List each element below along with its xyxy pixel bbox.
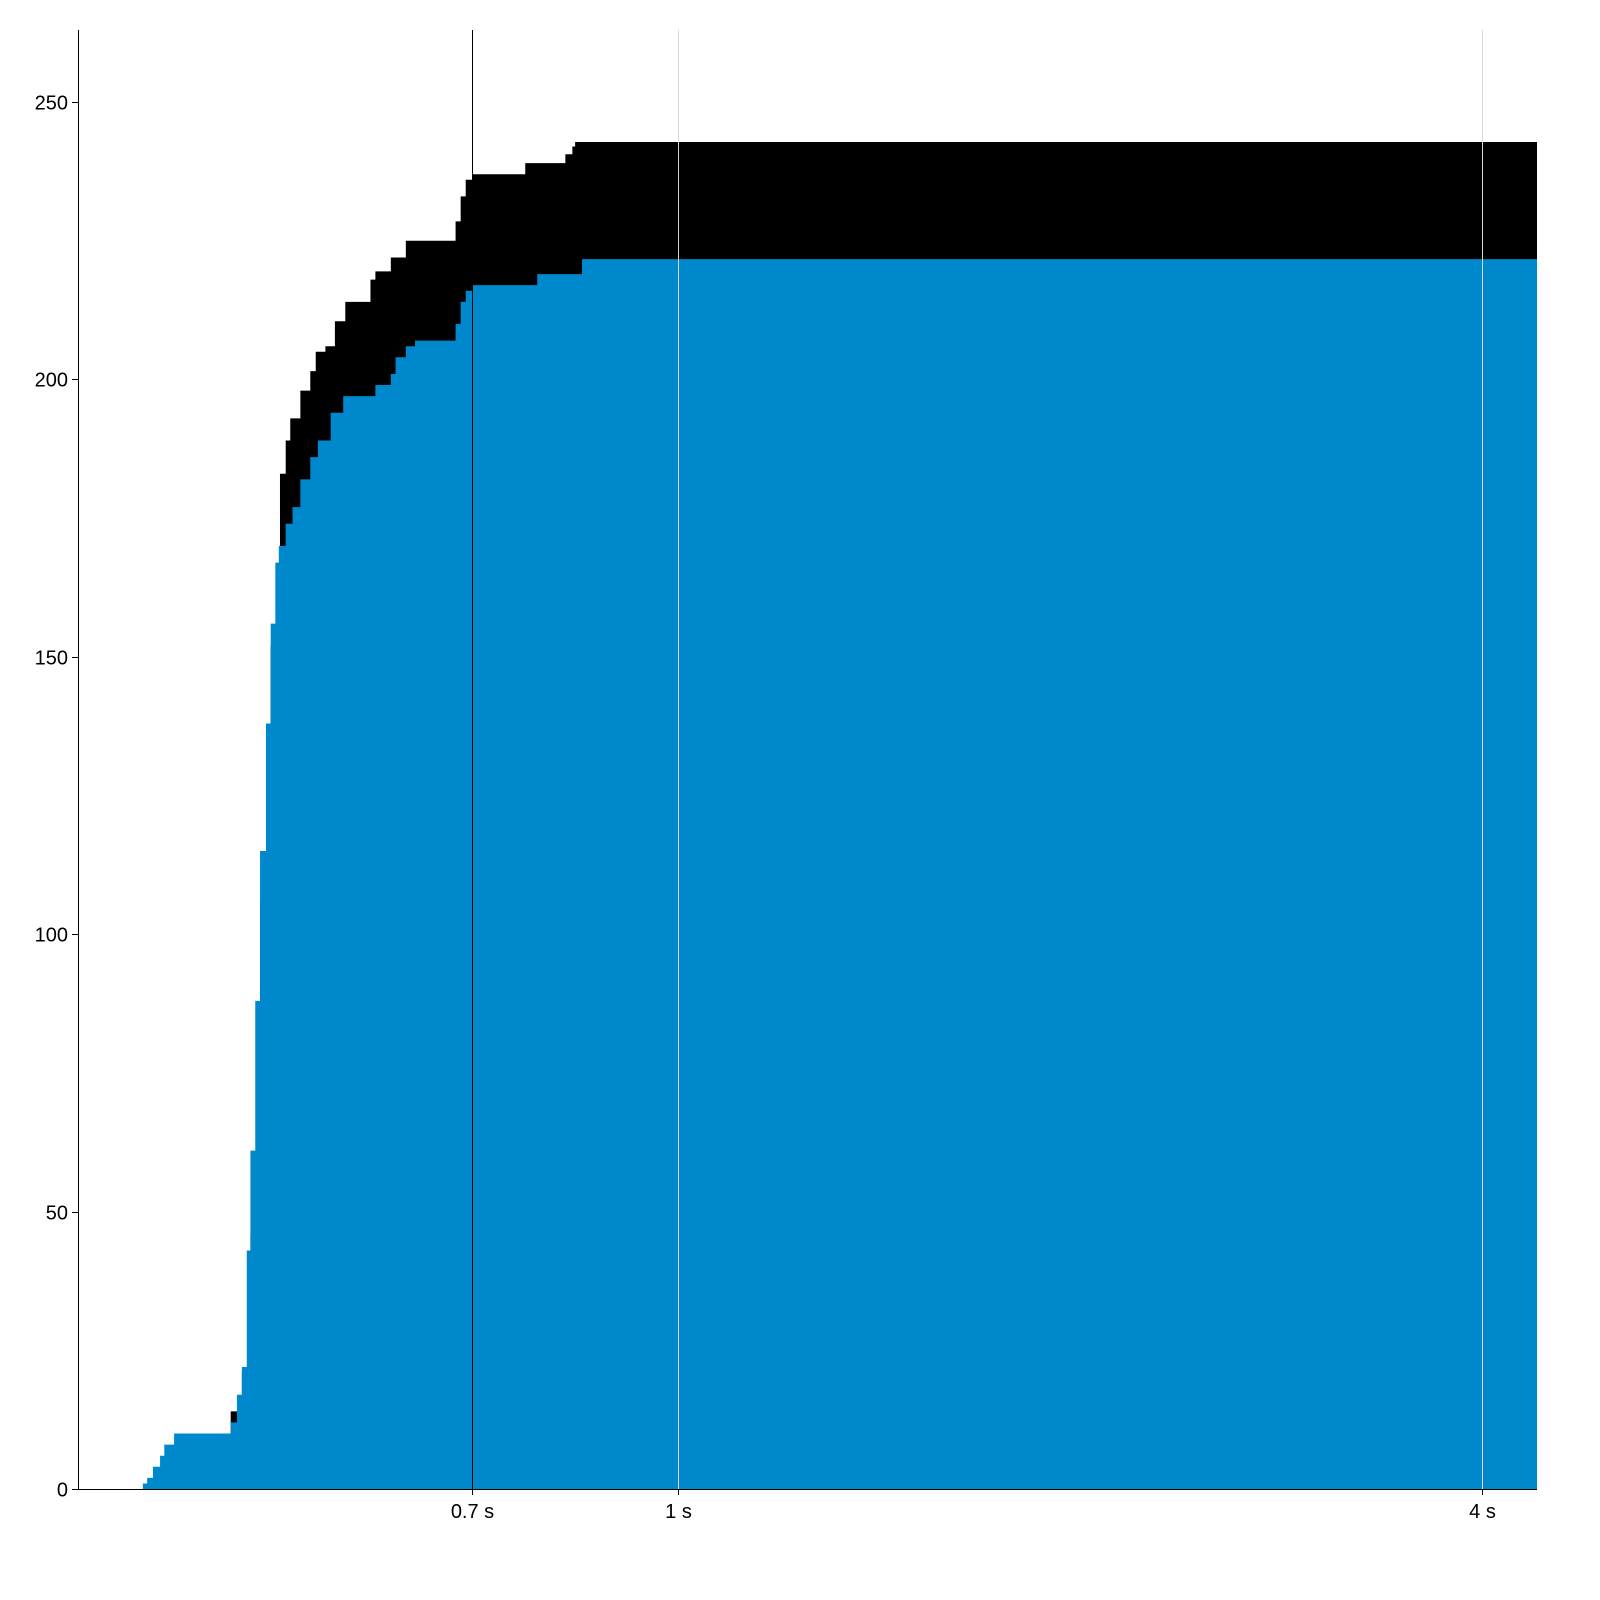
x-tick-label: 4 s [1469,1501,1496,1523]
y-tick-label: 50 [46,1203,68,1225]
x-tick-label: 0.7 s [451,1501,494,1523]
y-tick-label: 250 [35,93,68,115]
y-tick-label: 0 [57,1480,68,1502]
y-tick-label: 150 [35,648,68,670]
areas [139,142,1538,1490]
y-tick-label: 100 [35,925,68,947]
grid-lines [472,30,1483,1489]
series-lower-area [139,259,1537,1489]
x-tick-label: 1 s [665,1501,692,1523]
x-ticks: 0.7 s 1 s 4 s [451,1489,1496,1523]
y-tick-label: 200 [35,370,68,392]
y-ticks: 0 50 100 150 200 250 [35,93,78,1502]
